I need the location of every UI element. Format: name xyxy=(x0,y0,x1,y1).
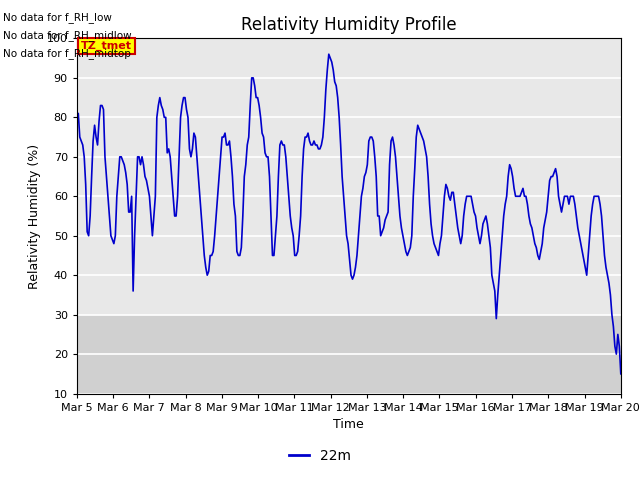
Text: No data for f_RH_low: No data for f_RH_low xyxy=(3,12,112,23)
Text: No data for f_RH_midtop: No data for f_RH_midtop xyxy=(3,48,131,60)
Text: TZ_tmet: TZ_tmet xyxy=(81,41,132,51)
Text: No data for f_RH_midlow: No data for f_RH_midlow xyxy=(3,30,132,41)
Bar xyxy=(77,315,621,394)
Title: Relativity Humidity Profile: Relativity Humidity Profile xyxy=(241,16,456,34)
X-axis label: Time: Time xyxy=(333,418,364,431)
Legend: 22m: 22m xyxy=(283,443,357,468)
Y-axis label: Relativity Humidity (%): Relativity Humidity (%) xyxy=(28,144,41,288)
